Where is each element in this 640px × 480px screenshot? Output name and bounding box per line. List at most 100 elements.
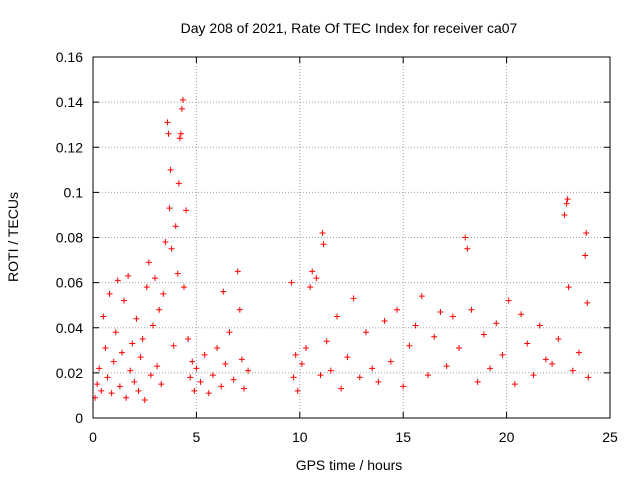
roti-point bbox=[292, 351, 299, 358]
roti-point bbox=[143, 284, 150, 291]
roti-point bbox=[294, 387, 301, 394]
roti-point bbox=[530, 372, 537, 379]
roti-point bbox=[166, 205, 173, 212]
roti-point bbox=[156, 306, 163, 313]
roti-point bbox=[222, 360, 229, 367]
roti-point bbox=[393, 306, 400, 313]
roti-point bbox=[175, 180, 182, 187]
roti-point bbox=[102, 345, 109, 352]
roti-point bbox=[110, 358, 117, 365]
y-tick-label: 0.14 bbox=[56, 94, 83, 110]
roti-point bbox=[127, 367, 134, 374]
roti-point bbox=[524, 340, 531, 347]
roti-point bbox=[100, 313, 107, 320]
roti-point bbox=[561, 211, 568, 218]
roti-point bbox=[183, 207, 190, 214]
roti-point bbox=[437, 308, 444, 315]
y-tick-label: 0 bbox=[75, 410, 83, 426]
roti-point bbox=[303, 345, 310, 352]
roti-point bbox=[234, 268, 241, 275]
roti-point bbox=[369, 365, 376, 372]
roti-point bbox=[118, 349, 125, 356]
roti-point bbox=[214, 345, 221, 352]
roti-point bbox=[141, 396, 148, 403]
roti-point bbox=[116, 383, 123, 390]
roti-point bbox=[164, 119, 171, 126]
roti-point bbox=[288, 279, 295, 286]
roti-point bbox=[464, 245, 471, 252]
roti-point bbox=[98, 387, 105, 394]
roti-point bbox=[205, 390, 212, 397]
x-tick-label: 0 bbox=[89, 429, 97, 445]
roti-point bbox=[418, 293, 425, 300]
roti-point bbox=[137, 354, 144, 361]
roti-point bbox=[149, 322, 156, 329]
roti-point bbox=[238, 356, 245, 363]
roti-point bbox=[172, 223, 179, 230]
roti-point bbox=[131, 378, 138, 385]
roti-point bbox=[362, 329, 369, 336]
roti-point bbox=[474, 378, 481, 385]
roti-point bbox=[185, 336, 192, 343]
roti-point bbox=[338, 385, 345, 392]
roti-point bbox=[317, 372, 324, 379]
roti-point bbox=[334, 313, 341, 320]
roti-point bbox=[425, 372, 432, 379]
roti-point bbox=[327, 367, 334, 374]
roti-point bbox=[125, 272, 132, 279]
roti-point bbox=[94, 381, 101, 388]
roti-point bbox=[158, 381, 165, 388]
roti-point bbox=[487, 365, 494, 372]
roti-point bbox=[108, 390, 115, 397]
roti-point bbox=[565, 284, 572, 291]
roti-point bbox=[468, 306, 475, 313]
roti-point bbox=[375, 378, 382, 385]
roti-point bbox=[549, 360, 556, 367]
roti-point bbox=[412, 322, 419, 329]
roti-point bbox=[191, 387, 198, 394]
roti-point bbox=[145, 259, 152, 266]
roti-point bbox=[114, 277, 121, 284]
roti-point bbox=[323, 338, 330, 345]
roti-point bbox=[350, 295, 357, 302]
roti-point bbox=[174, 270, 181, 277]
roti-point bbox=[307, 284, 314, 291]
roti-point bbox=[96, 365, 103, 372]
tick-marks bbox=[92, 56, 611, 419]
roti-point bbox=[387, 358, 394, 365]
roti-point bbox=[462, 234, 469, 241]
roti-point bbox=[344, 354, 351, 361]
y-tick-label: 0.08 bbox=[56, 230, 83, 246]
roti-point bbox=[123, 394, 130, 401]
roti-point bbox=[245, 367, 252, 374]
y-tick-label: 0.16 bbox=[56, 49, 83, 65]
roti-point bbox=[209, 372, 216, 379]
x-tick-label: 15 bbox=[395, 429, 411, 445]
roti-point bbox=[480, 331, 487, 338]
roti-point bbox=[518, 311, 525, 318]
roti-point bbox=[121, 297, 128, 304]
roti-point bbox=[218, 383, 225, 390]
roti-point bbox=[511, 381, 518, 388]
roti-point bbox=[563, 200, 570, 207]
roti-point bbox=[319, 229, 326, 236]
roti-point bbox=[106, 290, 113, 297]
roti-point bbox=[112, 329, 119, 336]
roti-points bbox=[92, 96, 592, 403]
roti-point bbox=[298, 360, 305, 367]
roti-point bbox=[176, 135, 183, 142]
roti-point bbox=[178, 105, 185, 112]
roti-point bbox=[165, 130, 172, 137]
roti-point bbox=[154, 363, 161, 370]
roti-point bbox=[449, 313, 456, 320]
roti-point bbox=[456, 345, 463, 352]
roti-point bbox=[152, 275, 159, 282]
roti-point bbox=[133, 315, 140, 322]
roti-point bbox=[236, 306, 243, 313]
grid-lines bbox=[93, 57, 610, 418]
roti-point bbox=[139, 336, 146, 343]
roti-point bbox=[536, 322, 543, 329]
y-tick-label: 0.06 bbox=[56, 275, 83, 291]
y-tick-label: 0.1 bbox=[64, 184, 84, 200]
